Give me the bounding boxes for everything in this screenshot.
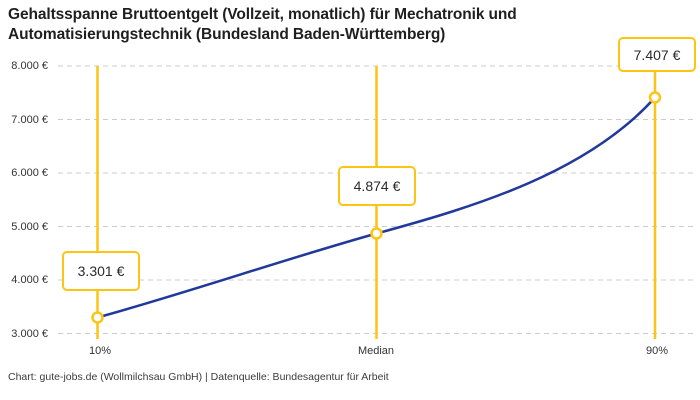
y-axis-tick-5000: 5.000 € [11,221,48,233]
y-axis-tick-7000: 7.000 € [11,114,48,126]
data-point-90 [648,91,662,104]
y-axis-tick-6000: 6.000 € [11,167,48,179]
value-label-10: 3.301 € [62,251,140,291]
value-label-90: 7.407 € [618,37,696,72]
x-axis-tick-10: 10% [88,345,112,357]
y-axis-tick-4000: 4.000 € [11,274,48,286]
data-point-median [370,227,383,240]
source-note: Chart: gute-jobs.de (Wollmilchsau GmbH) … [8,371,389,383]
data-point-10 [91,311,104,324]
y-axis-tick-3000: 3.000 € [11,328,48,340]
y-axis-tick-8000: 8.000 € [11,60,48,72]
value-label-median: 4.874 € [338,166,416,206]
chart-title-line-2: Automatisierungstechnik (Bundesland Bade… [8,26,446,43]
chart-title: Gehaltsspanne Bruttoentgelt (Vollzeit, m… [8,5,648,45]
data-points [91,91,662,324]
x-axis-tick-median: Median [357,345,395,357]
x-axis-tick-90: 90% [645,345,669,357]
chart-title-line-1: Gehaltsspanne Bruttoentgelt (Vollzeit, m… [8,6,517,23]
